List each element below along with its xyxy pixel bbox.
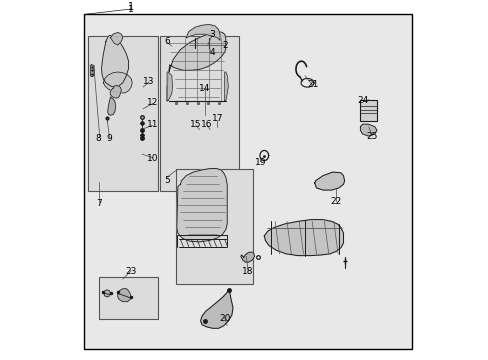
Polygon shape xyxy=(167,72,172,101)
Polygon shape xyxy=(107,97,115,115)
Text: 23: 23 xyxy=(125,267,137,276)
Text: 25: 25 xyxy=(366,132,377,141)
Bar xyxy=(88,36,158,191)
Text: 6: 6 xyxy=(164,37,170,46)
Bar xyxy=(359,100,376,121)
Polygon shape xyxy=(224,72,228,101)
Text: 3: 3 xyxy=(209,30,215,39)
Text: 12: 12 xyxy=(147,98,158,107)
Polygon shape xyxy=(264,220,343,256)
Polygon shape xyxy=(200,290,232,328)
Text: 8: 8 xyxy=(96,134,102,143)
Text: 20: 20 xyxy=(219,314,230,323)
Text: 4: 4 xyxy=(209,48,214,57)
Text: 14: 14 xyxy=(199,84,210,93)
Polygon shape xyxy=(360,124,376,136)
Polygon shape xyxy=(241,252,254,262)
Polygon shape xyxy=(110,86,121,98)
Text: 9: 9 xyxy=(106,134,112,143)
Bar xyxy=(160,36,239,191)
Polygon shape xyxy=(90,65,94,77)
Text: 15: 15 xyxy=(190,120,201,129)
Polygon shape xyxy=(186,24,220,40)
Polygon shape xyxy=(314,172,344,190)
Text: 2: 2 xyxy=(222,41,227,50)
Text: 21: 21 xyxy=(306,80,318,89)
Polygon shape xyxy=(102,35,128,86)
Text: 13: 13 xyxy=(143,77,155,86)
Text: 10: 10 xyxy=(147,154,158,163)
Polygon shape xyxy=(110,32,122,45)
Polygon shape xyxy=(103,290,110,297)
Polygon shape xyxy=(118,289,131,302)
Text: 1: 1 xyxy=(128,2,134,12)
Polygon shape xyxy=(103,72,132,93)
Text: 16: 16 xyxy=(201,120,212,129)
Text: 7: 7 xyxy=(96,199,102,208)
Bar xyxy=(99,277,158,319)
Bar xyxy=(176,169,253,284)
Polygon shape xyxy=(177,168,227,242)
Text: 24: 24 xyxy=(357,96,368,105)
Text: 5: 5 xyxy=(164,176,170,185)
Text: 1: 1 xyxy=(128,5,134,14)
Text: 11: 11 xyxy=(147,120,158,129)
Text: 22: 22 xyxy=(330,197,341,206)
Text: 18: 18 xyxy=(242,267,253,276)
Text: 19: 19 xyxy=(254,158,266,166)
Polygon shape xyxy=(167,32,225,101)
Text: 17: 17 xyxy=(211,114,223,123)
